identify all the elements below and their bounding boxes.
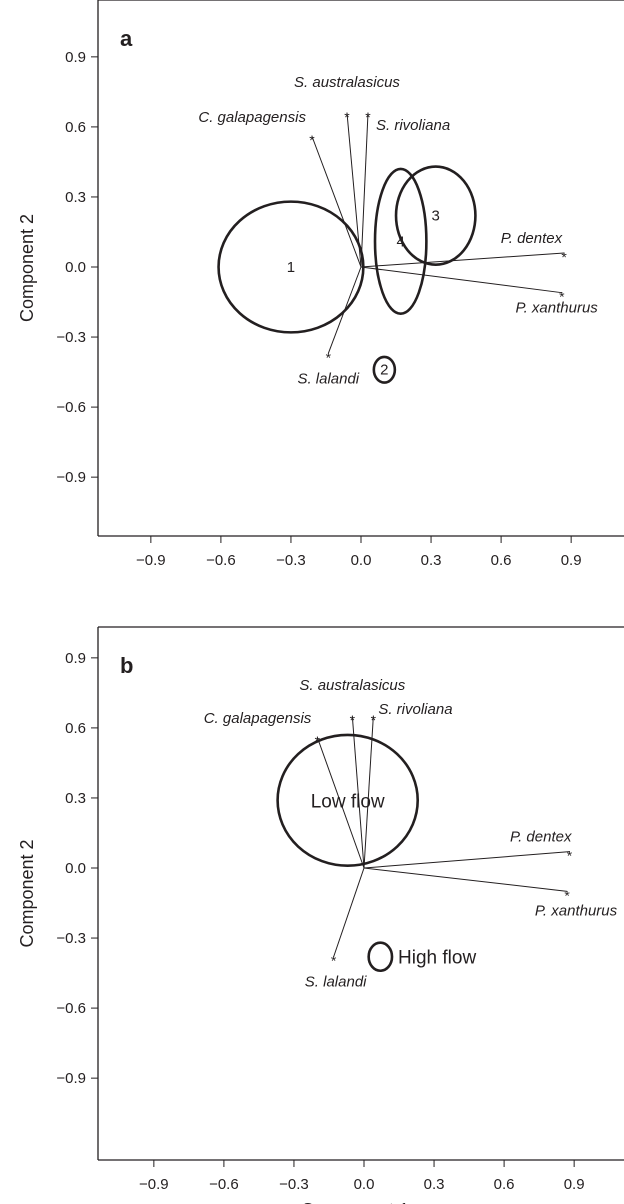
vector-line-s-australasicus <box>346 112 362 268</box>
vector-tip-marker-p-xanthurus: * <box>564 887 570 903</box>
vector-line-s-lalandi <box>327 266 362 354</box>
x-tick-label: 0.0 <box>354 1176 375 1193</box>
y-tick-label: 0.3 <box>65 790 86 807</box>
species-label-p-xanthurus: P. xanthurus <box>535 902 618 919</box>
x-tick-label: −0.3 <box>279 1176 309 1193</box>
x-tick-label: −0.9 <box>139 1176 169 1193</box>
vector-line-p-xanthurus <box>363 867 568 892</box>
y-axis-title: Component 2 <box>17 214 37 322</box>
vector-tip-marker-s-rivoliana: * <box>365 109 371 125</box>
vector-tip-marker-s-rivoliana: * <box>371 712 377 728</box>
x-tick-label: −0.9 <box>136 552 166 569</box>
y-tick-label: −0.3 <box>56 930 86 947</box>
group-label-low-flow: Low flow <box>311 791 385 812</box>
group-label-4: 4 <box>397 233 405 250</box>
vector-tip-marker-s-lalandi: * <box>331 953 337 969</box>
species-label-s-lalandi: S. lalandi <box>297 370 359 387</box>
x-axis-title: Component 1 <box>301 1200 409 1204</box>
species-label-p-xanthurus: P. xanthurus <box>516 300 599 317</box>
y-tick-label: −0.9 <box>56 1070 86 1087</box>
species-label-p-dentex: P. dentex <box>510 829 572 846</box>
y-tick-label: −0.9 <box>56 469 86 486</box>
y-tick-label: 0.0 <box>65 259 86 276</box>
group-ellipse-high-flow <box>367 941 394 973</box>
species-label-c-galapagensis: C. galapagensis <box>198 109 306 126</box>
vector-line-s-australasicus <box>351 716 365 869</box>
x-tick-label: −0.3 <box>276 552 306 569</box>
x-tick-label: 0.3 <box>424 1176 445 1193</box>
vector-tip-marker-p-dentex: * <box>567 848 573 864</box>
y-tick-label: −0.3 <box>56 329 86 346</box>
species-label-s-rivoliana: S. rivoliana <box>378 701 452 718</box>
vector-tip-marker-s-australasicus: * <box>344 109 350 125</box>
y-tick-label: 0.6 <box>65 119 86 136</box>
species-label-s-australasicus: S. australasicus <box>294 74 400 91</box>
x-tick-label: 0.6 <box>494 1176 515 1193</box>
vector-tip-marker-s-lalandi: * <box>326 349 332 365</box>
chart-panel-b: b 0.9 0.6 0.3 0.0 −0.3 −0.6 −0.9 −0.9 −0.6 −0.3 0.0… <box>17 626 624 1204</box>
panel-letter: a <box>120 26 133 51</box>
vector-line-s-rivoliana <box>363 716 374 869</box>
species-label-s-rivoliana: S. rivoliana <box>376 117 450 134</box>
vector-line-s-lalandi <box>333 867 365 957</box>
group-ellipse-3 <box>394 165 477 266</box>
group-ellipse-2 <box>372 355 397 384</box>
vector-line-p-dentex <box>360 252 565 268</box>
x-tick-label: −0.6 <box>209 1176 239 1193</box>
x-tick-label: 0.0 <box>351 552 372 569</box>
group-ellipse-4 <box>373 167 428 315</box>
x-tick-label: −0.6 <box>206 552 236 569</box>
vector-tip-marker-c-galapagensis: * <box>309 132 315 148</box>
species-label-c-galapagensis: C. galapagensis <box>204 710 312 727</box>
group-label-2: 2 <box>380 362 388 379</box>
y-tick-label: 0.0 <box>65 860 86 877</box>
vector-tip-marker-p-dentex: * <box>561 249 567 265</box>
group-label-3: 3 <box>432 208 440 225</box>
group-ellipse-low-flow <box>276 733 420 867</box>
species-label-s-lalandi: S. lalandi <box>305 974 367 991</box>
group-label-1: 1 <box>287 259 295 276</box>
y-tick-label: 0.3 <box>65 189 86 206</box>
species-label-s-australasicus: S. australasicus <box>299 677 405 694</box>
y-tick-label: 0.9 <box>65 650 86 667</box>
y-axis-title: Component 2 <box>17 839 37 947</box>
vector-line-p-dentex <box>363 851 570 869</box>
y-tick-label: −0.6 <box>56 1000 86 1017</box>
y-tick-label: −0.6 <box>56 399 86 416</box>
vector-line-c-galapagensis <box>311 136 362 268</box>
y-tick-label: 0.9 <box>65 49 86 66</box>
x-tick-label: 0.9 <box>564 1176 585 1193</box>
vector-tip-marker-s-australasicus: * <box>350 712 356 728</box>
x-tick-label: 0.6 <box>491 552 512 569</box>
chart-panel-a: a 0.9 0.6 0.3 0.0 −0.3 −0.6 −0.9 −0.9 −0.6 −0.3 0.0… <box>17 0 624 569</box>
vector-line-c-galapagensis <box>316 737 365 869</box>
x-tick-label: 0.3 <box>421 552 442 569</box>
vector-line-p-xanthurus <box>360 266 562 294</box>
vector-tip-marker-p-xanthurus: * <box>559 289 565 305</box>
species-label-p-dentex: P. dentex <box>501 230 563 247</box>
x-tick-label: 0.9 <box>561 552 582 569</box>
panel-letter: b <box>120 653 133 678</box>
vector-line-s-rivoliana <box>360 112 369 268</box>
y-tick-label: 0.6 <box>65 720 86 737</box>
vector-tip-marker-c-galapagensis: * <box>315 733 321 749</box>
group-label-high-flow: High flow <box>398 948 476 969</box>
